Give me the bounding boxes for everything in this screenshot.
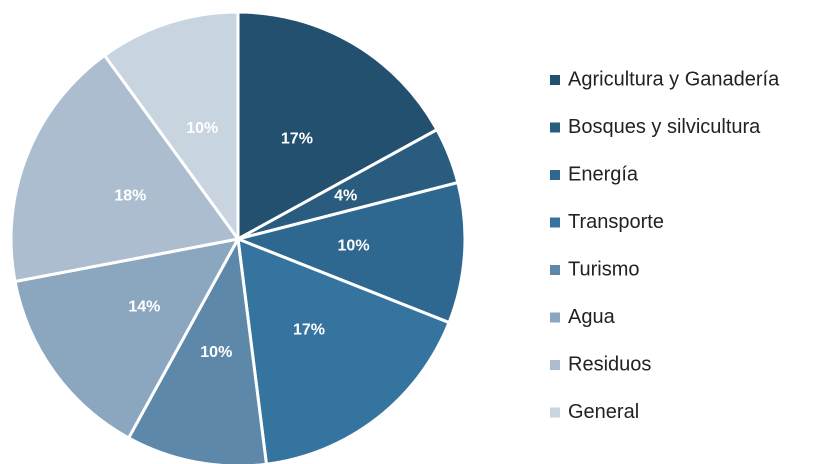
legend-swatch (550, 217, 560, 228)
legend-label: General (568, 401, 639, 423)
legend-swatch (550, 75, 560, 85)
legend-label: Turismo (568, 258, 639, 280)
data-label: 4% (334, 188, 357, 205)
data-label: 14% (128, 298, 160, 315)
legend-swatch (550, 360, 560, 370)
pie-slice (13, 236, 241, 440)
data-label: 18% (114, 188, 146, 205)
legend-label: Agua (568, 306, 616, 328)
pie-slice (236, 236, 452, 464)
data-label: 10% (338, 237, 370, 254)
pie-slice (126, 234, 268, 464)
legend-swatch (550, 407, 560, 418)
legend-label: Agricultura y Ganadería (568, 68, 780, 90)
legend-swatch (550, 122, 560, 133)
data-label: 17% (293, 322, 325, 339)
data-label: 10% (186, 120, 218, 137)
legend-swatch (550, 170, 560, 180)
pie-slice (102, 10, 240, 244)
legend-label: Bosques y silvicultura (568, 116, 761, 138)
legend-label: Energía (568, 163, 639, 185)
pie-slice (233, 180, 467, 325)
pie-slice (236, 10, 439, 242)
pie-slice (9, 53, 241, 284)
legend-swatch (550, 312, 560, 323)
data-label: 10% (200, 344, 232, 361)
legend-label: Residuos (568, 353, 651, 375)
data-label: 17% (281, 131, 313, 148)
legend-label: Transporte (568, 211, 664, 233)
legend-swatch (550, 265, 560, 275)
